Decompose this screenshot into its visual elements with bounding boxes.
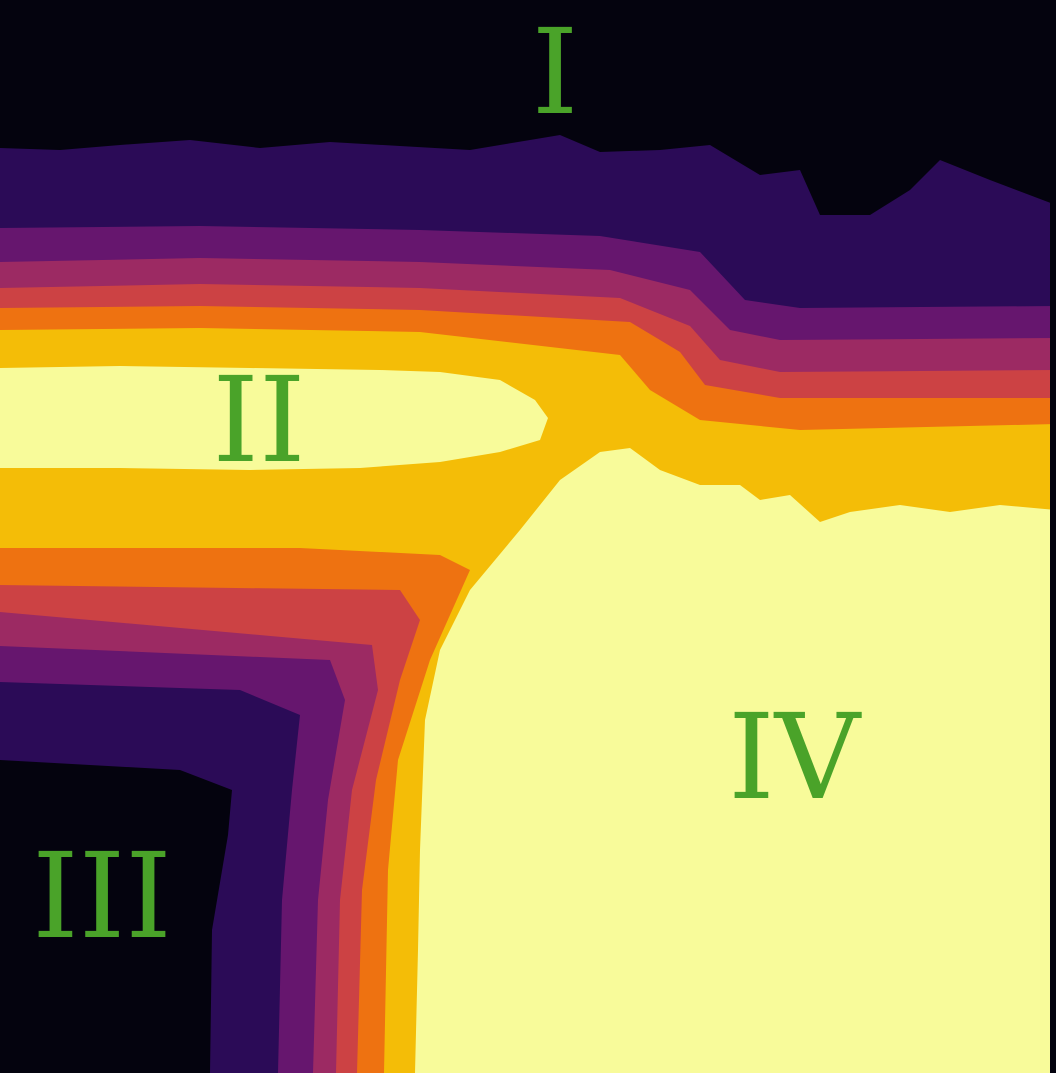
region-label-i: I [532,13,579,131]
region-label-ii: II [212,361,305,479]
frame-edge [1050,0,1056,1073]
region-label-iv: IV [728,698,860,816]
region-label-iii: III [32,837,172,955]
